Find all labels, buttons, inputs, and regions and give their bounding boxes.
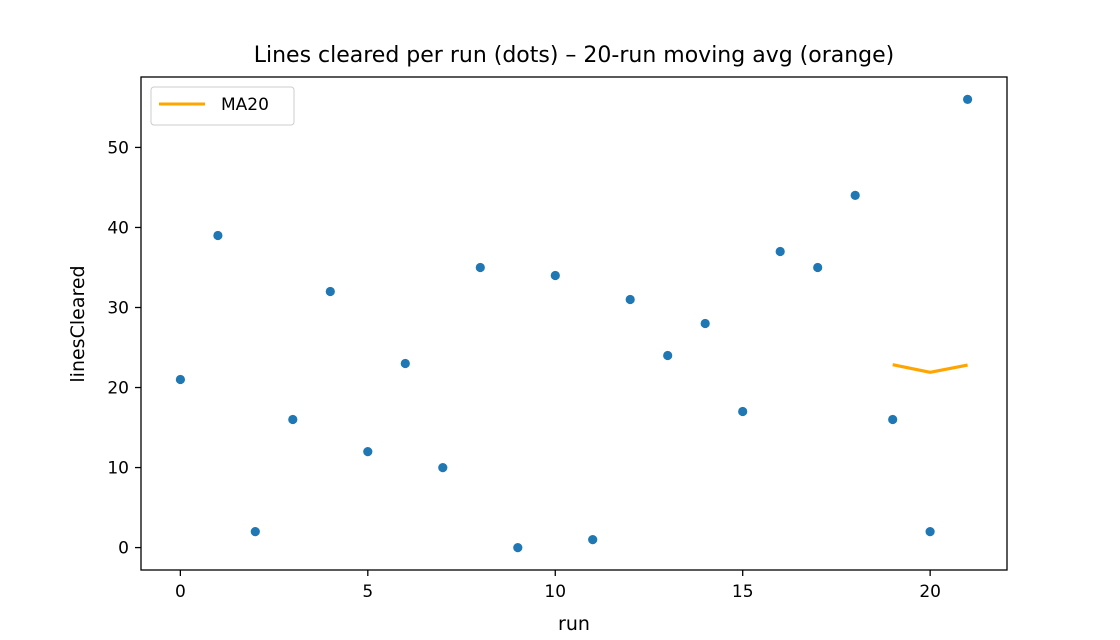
x-tick-label: 5 xyxy=(362,582,373,602)
legend: MA20 xyxy=(150,86,295,126)
chart-title: Lines cleared per run (dots) – 20-run mo… xyxy=(254,43,895,68)
data-point xyxy=(550,270,560,281)
data-point xyxy=(813,262,823,273)
data-point xyxy=(363,447,373,457)
data-point xyxy=(588,535,598,545)
data-point xyxy=(213,230,223,241)
x-tick-label: 20 xyxy=(919,582,941,602)
y-axis-label: linesCleared xyxy=(67,265,89,382)
data-point xyxy=(700,318,710,329)
y-axis-ticks: 0 10 20 30 40 50 xyxy=(107,138,141,559)
data-point xyxy=(663,350,673,361)
plot-marks xyxy=(175,94,973,553)
data-point xyxy=(963,94,973,104)
data-point xyxy=(475,262,485,273)
data-point xyxy=(250,527,260,537)
y-tick-label: 30 xyxy=(107,298,129,318)
x-tick-label: 0 xyxy=(175,582,186,602)
x-tick-label: 15 xyxy=(732,582,754,602)
data-point xyxy=(400,358,410,369)
y-tick-label: 50 xyxy=(107,138,129,158)
y-tick-label: 0 xyxy=(118,539,129,559)
data-point xyxy=(925,527,935,537)
data-point xyxy=(738,406,748,417)
data-point xyxy=(888,414,898,425)
data-point xyxy=(850,190,860,200)
data-point xyxy=(325,286,335,297)
x-axis-ticks: 0 5 10 15 20 xyxy=(175,570,941,602)
data-point xyxy=(625,294,635,305)
y-tick-label: 10 xyxy=(107,459,129,479)
data-point xyxy=(288,414,298,425)
data-point xyxy=(438,463,448,473)
x-tick-label: 10 xyxy=(544,582,566,602)
plot-frame xyxy=(140,76,1008,571)
data-point xyxy=(175,374,185,385)
legend-box xyxy=(150,86,295,126)
y-tick-label: 20 xyxy=(107,379,129,399)
data-point xyxy=(513,543,523,553)
y-tick-label: 40 xyxy=(107,218,129,238)
series-line-ma20 xyxy=(892,363,968,374)
legend-label-ma20: MA20 xyxy=(221,95,269,115)
x-axis-label: run xyxy=(558,613,590,635)
data-point xyxy=(775,246,785,257)
